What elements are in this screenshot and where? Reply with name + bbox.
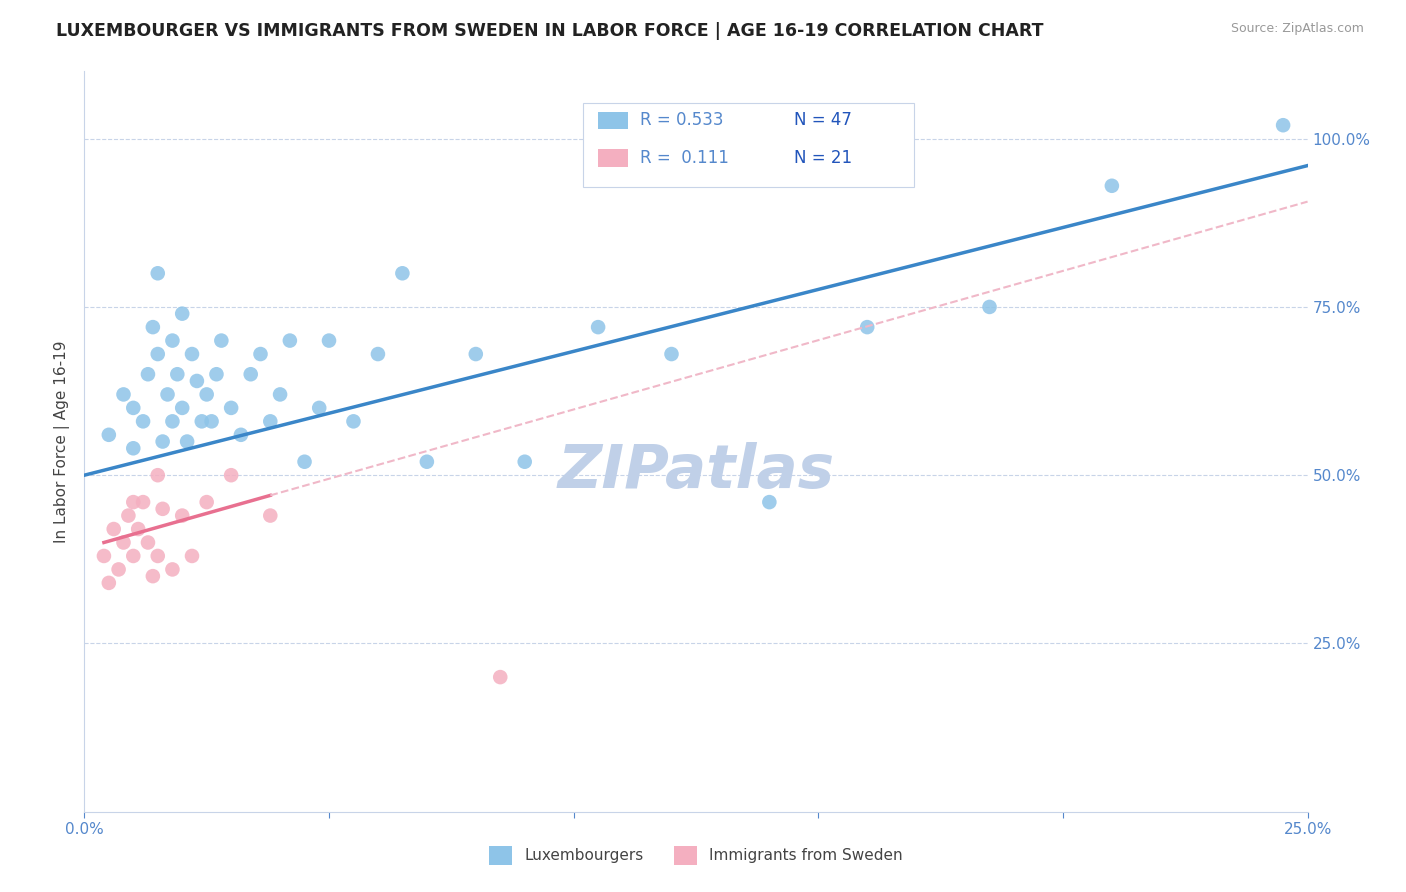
Point [219, 401, 242, 415]
Point [136, 535, 159, 549]
Text: R =  0.111: R = 0.111 [640, 149, 728, 167]
Point [294, 455, 316, 469]
Point [97, 427, 120, 442]
Text: N = 47: N = 47 [794, 112, 852, 129]
Point [162, 334, 184, 348]
Point [93, 549, 115, 563]
Point [172, 508, 194, 523]
Text: ZIPatlas: ZIPatlas [557, 442, 835, 500]
Point [172, 307, 194, 321]
Point [181, 549, 204, 563]
Point [122, 549, 145, 563]
Point [586, 320, 609, 334]
Point [342, 414, 364, 428]
Point [162, 414, 184, 428]
Point [195, 495, 218, 509]
Point [103, 522, 125, 536]
Point [489, 670, 512, 684]
Point [176, 434, 198, 449]
Point [112, 535, 135, 549]
Point [229, 427, 252, 442]
Point [661, 347, 683, 361]
Text: Source: ZipAtlas.com: Source: ZipAtlas.com [1230, 22, 1364, 36]
Point [152, 501, 174, 516]
Point [132, 495, 155, 509]
Point [308, 401, 330, 415]
Point [127, 522, 149, 536]
Point [278, 334, 301, 348]
Point [152, 434, 174, 449]
Point [259, 508, 281, 523]
Point [136, 368, 159, 382]
Y-axis label: In Labor Force | Age 16-19: In Labor Force | Age 16-19 [55, 340, 70, 543]
Point [318, 334, 340, 348]
Point [146, 347, 169, 361]
Point [97, 575, 120, 590]
Point [979, 300, 1001, 314]
Point [191, 414, 214, 428]
Point [416, 455, 439, 469]
Point [172, 401, 194, 415]
Point [1101, 178, 1123, 193]
Point [367, 347, 389, 361]
Point [162, 562, 184, 576]
Point [259, 414, 281, 428]
Point [200, 414, 222, 428]
Text: R = 0.533: R = 0.533 [640, 112, 723, 129]
Legend: Luxembourgers, Immigrants from Sweden: Luxembourgers, Immigrants from Sweden [484, 840, 908, 871]
Point [122, 442, 145, 456]
Point [391, 266, 413, 280]
Point [122, 495, 145, 509]
Text: LUXEMBOURGER VS IMMIGRANTS FROM SWEDEN IN LABOR FORCE | AGE 16-19 CORRELATION CH: LUXEMBOURGER VS IMMIGRANTS FROM SWEDEN I… [56, 22, 1043, 40]
Text: N = 21: N = 21 [794, 149, 852, 167]
Point [132, 414, 155, 428]
Point [146, 549, 169, 563]
Point [166, 368, 188, 382]
Point [107, 562, 129, 576]
Point [181, 347, 204, 361]
Point [269, 387, 291, 401]
Point [856, 320, 879, 334]
Point [249, 347, 271, 361]
Point [209, 334, 232, 348]
Point [464, 347, 486, 361]
Point [186, 374, 208, 388]
Point [146, 468, 169, 483]
Point [117, 508, 139, 523]
Point [758, 495, 780, 509]
Point [142, 320, 165, 334]
Point [112, 387, 135, 401]
Point [195, 387, 218, 401]
Point [239, 368, 262, 382]
Point [513, 455, 536, 469]
Point [205, 368, 228, 382]
Point [142, 569, 165, 583]
Point [156, 387, 179, 401]
Point [146, 266, 169, 280]
Point [219, 468, 242, 483]
Point [1272, 118, 1295, 132]
Point [122, 401, 145, 415]
